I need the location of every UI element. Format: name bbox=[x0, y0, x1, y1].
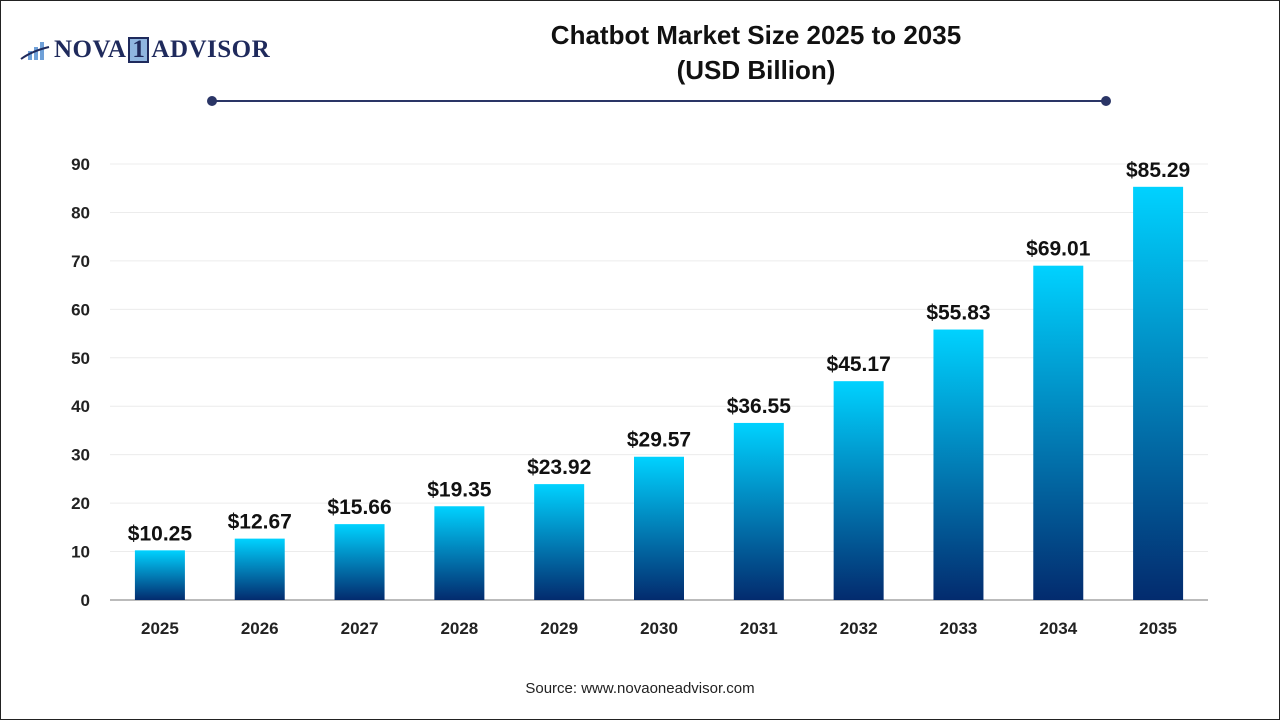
title-rule bbox=[212, 100, 1106, 102]
x-tick-label: 2027 bbox=[341, 619, 379, 638]
rule-dot-right bbox=[1101, 96, 1111, 106]
x-tick-label: 2025 bbox=[141, 619, 179, 638]
bar bbox=[1033, 265, 1084, 600]
bar bbox=[534, 484, 585, 600]
bar bbox=[1133, 186, 1184, 601]
data-label: $85.29 bbox=[1126, 159, 1190, 182]
y-tick-label: 40 bbox=[71, 397, 90, 416]
y-tick-label: 80 bbox=[71, 203, 90, 222]
bar bbox=[434, 506, 485, 600]
y-tick-label: 60 bbox=[71, 300, 90, 319]
data-label: $19.35 bbox=[427, 478, 492, 501]
rule-dot-left bbox=[207, 96, 217, 106]
data-label: $12.67 bbox=[228, 511, 292, 534]
x-tick-label: 2029 bbox=[540, 619, 578, 638]
x-tick-label: 2031 bbox=[740, 619, 778, 638]
bar bbox=[733, 422, 784, 600]
data-label: $15.66 bbox=[327, 496, 391, 519]
y-tick-label: 30 bbox=[71, 446, 90, 465]
y-tick-label: 50 bbox=[71, 349, 90, 368]
source-note: Source: www.novaoneadvisor.com bbox=[525, 680, 755, 697]
chart-title: Chatbot Market Size 2025 to 2035 (USD Bi… bbox=[456, 18, 1056, 88]
bar-chart-logo-icon bbox=[20, 42, 50, 60]
subtitle-line: (USD Billion) bbox=[676, 55, 836, 85]
x-tick-label: 2034 bbox=[1039, 619, 1077, 638]
x-tick-label: 2030 bbox=[640, 619, 678, 638]
logo: NOVA 1 ADVISOR bbox=[20, 36, 270, 64]
data-label: $29.57 bbox=[627, 429, 691, 452]
bar bbox=[634, 456, 684, 600]
x-tick-label: 2033 bbox=[940, 619, 978, 638]
bar bbox=[234, 538, 285, 600]
bar bbox=[334, 524, 385, 600]
y-tick-label: 0 bbox=[81, 591, 90, 610]
data-label: $45.17 bbox=[827, 353, 891, 376]
bar bbox=[933, 329, 984, 600]
data-label: $55.83 bbox=[926, 302, 990, 325]
title-line: Chatbot Market Size 2025 to 2035 bbox=[550, 20, 962, 50]
x-tick-label: 2026 bbox=[241, 619, 279, 638]
data-label: $23.92 bbox=[527, 456, 591, 479]
bar bbox=[134, 550, 185, 600]
y-tick-label: 20 bbox=[71, 494, 90, 513]
x-tick-label: 2035 bbox=[1139, 619, 1177, 638]
x-tick-label: 2028 bbox=[440, 619, 478, 638]
x-tick-label: 2032 bbox=[840, 619, 878, 638]
bar bbox=[833, 381, 884, 600]
y-tick-label: 70 bbox=[71, 252, 90, 271]
data-label: $10.25 bbox=[128, 522, 193, 545]
data-label: $69.01 bbox=[1026, 238, 1091, 261]
y-tick-label: 90 bbox=[71, 155, 90, 174]
data-label: $36.55 bbox=[727, 395, 792, 418]
y-tick-label: 10 bbox=[71, 543, 90, 562]
